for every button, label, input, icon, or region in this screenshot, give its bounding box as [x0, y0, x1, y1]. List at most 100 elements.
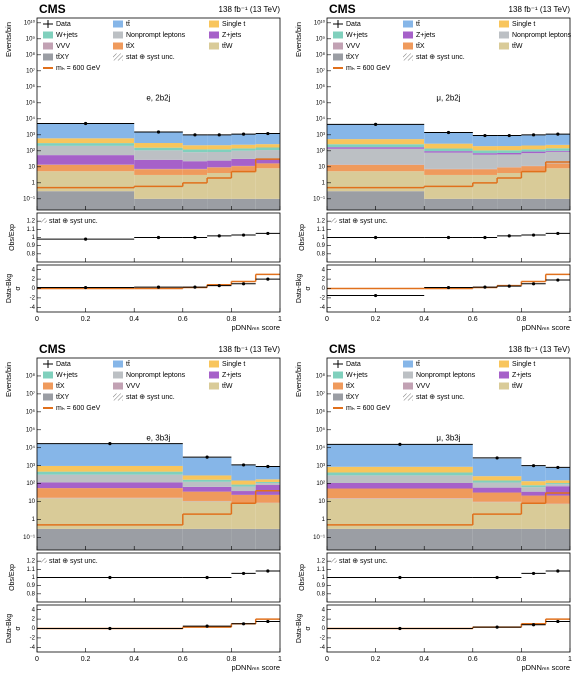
stack-segment	[231, 171, 256, 199]
significance-point	[398, 626, 402, 631]
legend-label: VVV	[56, 43, 70, 50]
stack-segment	[545, 151, 570, 164]
experiment-label: CMS	[39, 342, 66, 356]
significance-point	[266, 277, 270, 281]
data-point	[374, 122, 378, 126]
stack-segment	[545, 467, 570, 481]
x-tick-label: 0.2	[371, 316, 381, 323]
stack-segment	[472, 482, 522, 488]
y-tick-label: -2	[30, 635, 36, 641]
legend-swatch	[333, 382, 343, 390]
x-tick-label: 0	[35, 656, 39, 663]
y-tick-label: 0	[32, 286, 36, 292]
stack-segment	[231, 166, 256, 172]
stack-segment	[207, 135, 232, 146]
stack-segment	[182, 174, 208, 199]
stack-segment	[37, 191, 135, 210]
y-tick-label: 10⁵	[26, 426, 36, 433]
stack-segment	[37, 123, 135, 139]
chart-panel: 10⁻¹11010²10³10⁴10⁵10⁶10⁷10⁸10⁹10¹⁰0.80.…	[4, 2, 282, 332]
significance-y-denominator: σ	[305, 626, 312, 631]
y-tick-label: 10⁸	[316, 373, 326, 380]
y-tick-label: 10²	[316, 148, 325, 154]
y-tick-label: 10⁻¹	[313, 535, 325, 541]
stack-segment	[231, 480, 256, 485]
y-tick-label: 0.8	[317, 251, 326, 257]
stack-segment	[231, 494, 256, 503]
ratio-point	[217, 234, 221, 238]
y-tick-label: 10²	[26, 481, 35, 487]
stack-segment	[255, 481, 280, 483]
stack-segment	[255, 494, 280, 503]
stack-segment	[231, 198, 256, 210]
stack-segment	[255, 168, 280, 199]
legend-swatch	[113, 42, 123, 50]
y-tick-label: 1.2	[27, 559, 36, 565]
stack-segment	[255, 479, 280, 482]
stack-segment	[521, 198, 546, 210]
legend-label: tt̄	[416, 360, 420, 368]
stack-segment	[497, 154, 522, 168]
stack-segment	[424, 148, 473, 152]
ratio-point	[398, 575, 402, 580]
significance-point	[84, 285, 88, 290]
ratio-point	[108, 575, 112, 580]
y-tick-label: 0	[322, 286, 326, 292]
stack-segment	[472, 480, 522, 483]
region-label: μ, 3b3j	[436, 434, 460, 443]
stack-segment	[37, 482, 183, 489]
lumi-label: 138 fb⁻¹ (13 TeV)	[219, 5, 281, 14]
legend-swatch	[43, 31, 53, 39]
y-tick-label: 2	[322, 277, 326, 283]
y-tick-label: 1	[322, 180, 326, 186]
stack-segment	[327, 144, 425, 148]
stack-segment	[327, 498, 473, 529]
legend-label: tt̄W	[512, 382, 523, 390]
y-tick-label: 1.2	[317, 559, 326, 565]
stack-segment	[231, 491, 256, 495]
legend-swatch	[209, 382, 219, 390]
legend-swatch	[403, 360, 413, 368]
legend-swatch	[499, 20, 509, 28]
y-tick-label: 2	[322, 617, 326, 623]
significance-y-label: Data-Bkg	[6, 614, 13, 643]
stack-segment	[521, 171, 546, 199]
ratio-point	[205, 575, 209, 580]
y-tick-label: 10³	[316, 463, 325, 469]
y-tick-label: 0.9	[27, 243, 36, 249]
significance-point	[205, 624, 209, 628]
stack-segment	[182, 149, 208, 153]
legend-label: tt̄XY	[346, 53, 360, 61]
legend-label: Z+jets	[222, 372, 242, 379]
data-point	[108, 441, 112, 446]
ratio-point	[507, 234, 511, 238]
stack-segment	[231, 528, 256, 550]
chart-panel: 10⁻¹11010²10³10⁴10⁵10⁶10⁷10⁸0.80.911.11.…	[294, 342, 572, 672]
ratio-point	[495, 575, 499, 580]
stack-segment	[327, 171, 425, 192]
region-label: μ, 2b2j	[436, 94, 460, 103]
legend-label: mₕ = 600 GeV	[56, 65, 101, 72]
y-tick-label: 1	[322, 575, 326, 581]
legend-swatch	[209, 371, 219, 379]
stack-segment	[37, 444, 183, 466]
legend-label: mₕ = 600 GeV	[346, 405, 391, 412]
ratio-unc-label: stat ⊕ syst unc.	[49, 218, 98, 225]
stack-segment	[424, 132, 473, 144]
y-tick-label: 10	[28, 164, 35, 170]
y-tick-label: 10⁶	[316, 408, 326, 415]
y-tick-label: 0.8	[27, 591, 36, 597]
significance-point	[241, 282, 246, 286]
stack-segment	[497, 150, 522, 153]
legend-swatch	[499, 31, 509, 39]
significance-point	[556, 278, 560, 282]
ratio-unc-swatch	[41, 218, 47, 223]
legend-label: VVV	[346, 43, 360, 50]
legend-label: Z+jets	[416, 32, 436, 39]
x-tick-label: 0.4	[129, 656, 139, 663]
legend-label: tt̄W	[222, 42, 233, 50]
ratio-unc-label: stat ⊕ syst unc.	[49, 558, 98, 565]
stack-segment	[255, 198, 280, 210]
stack-segment	[255, 144, 280, 148]
